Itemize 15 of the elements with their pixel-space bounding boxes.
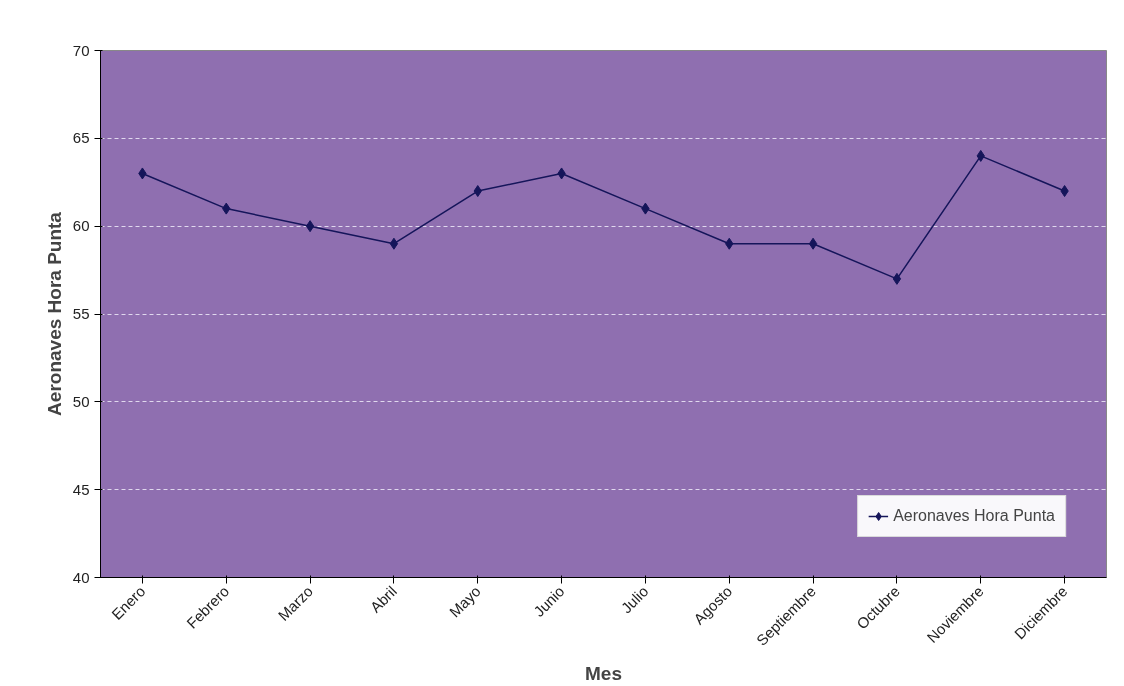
legend-label: Aeronaves Hora Punta — [893, 507, 1055, 525]
x-axis-title: Mes — [585, 662, 622, 684]
point — [305, 220, 315, 233]
y-tick-label: 50 — [72, 392, 90, 410]
y-tick-label: 65 — [72, 129, 90, 147]
y-tick-label: 70 — [72, 41, 90, 59]
y-tick-label: 40 — [72, 568, 90, 586]
y-tick-label: 60 — [72, 217, 90, 235]
point — [892, 272, 902, 285]
point — [389, 237, 399, 250]
point — [808, 237, 818, 250]
x-tick-label: Julio — [617, 582, 652, 617]
y-tick-label: 45 — [72, 480, 90, 498]
y-tick-label: 55 — [72, 305, 90, 322]
y-axis-title: Aeronaves Hora Punta — [43, 211, 65, 416]
